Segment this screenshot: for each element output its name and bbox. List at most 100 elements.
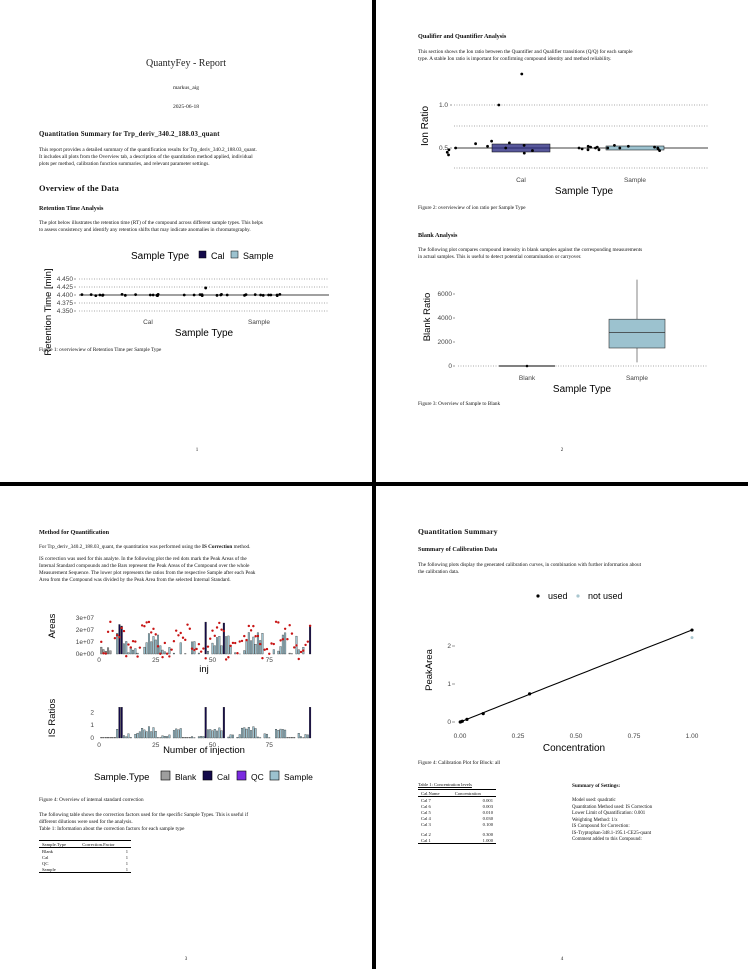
section-title: Quantitation Summary for Trp_deriv_340.2… [39, 131, 220, 138]
rt-point [269, 293, 273, 297]
table-header-row: Sample.Type Correction.Factor [39, 840, 131, 848]
qq-heading: Qualifier and Quantifier Analysis [418, 33, 507, 40]
areas-bar [145, 642, 148, 655]
areas-bar [204, 621, 207, 655]
rt-text: The plot below illustrates the retention… [39, 220, 339, 234]
ratio-bar [152, 727, 155, 739]
qq-text: This section shows the Ion ratio between… [418, 49, 728, 63]
is-point [234, 641, 237, 645]
areas-bar [134, 648, 137, 655]
ion-point [454, 146, 458, 150]
is-point [220, 628, 223, 631]
rt-point [267, 293, 271, 297]
cal-x-tick: 1.00 [686, 733, 699, 740]
calibration-text-line: The following plots display the generate… [418, 562, 642, 568]
correction-factor-cell: 1 [125, 848, 128, 854]
correction-factor-cell: 1 [125, 860, 128, 866]
is-point [245, 638, 248, 642]
areas-bar [172, 652, 175, 655]
method-para-line: IS correction was used for this analyte.… [39, 556, 247, 562]
is-point [143, 625, 146, 628]
conc-table-caption: Table 1: Concentration levels [418, 782, 472, 787]
blank-x-tick-sample: Sample [626, 375, 648, 382]
rt-point [148, 293, 152, 297]
table-header: Cal.Name [418, 789, 452, 797]
is-point [222, 629, 226, 633]
areas-bar [161, 649, 164, 655]
is-point [252, 624, 255, 628]
rt-legend-cal: Cal [211, 251, 225, 261]
rt-point [192, 293, 196, 297]
table-row: Cal 2 0.300 [418, 827, 496, 837]
ratio-bar [277, 730, 280, 739]
areas-bar [127, 652, 130, 655]
is-point [154, 633, 157, 636]
is-point [170, 648, 173, 651]
is-point [168, 655, 171, 658]
is-point [193, 648, 196, 652]
legend-not-used: not used [588, 591, 623, 601]
table-intro: The following table shows the correction… [39, 812, 344, 833]
ratio-bar [134, 734, 137, 739]
is-point [268, 652, 271, 656]
is-point [118, 636, 121, 639]
ion-point [445, 150, 449, 154]
rt-y-tick: 4.450 [57, 276, 74, 283]
ratio-bar [222, 707, 225, 739]
is-point [229, 644, 232, 647]
is-point [147, 620, 151, 624]
areas-bar [229, 646, 232, 655]
calibration-curve [459, 629, 693, 723]
rt-line: to assess consistency and identify any r… [39, 227, 251, 234]
is-point [209, 637, 212, 640]
is-point [288, 623, 291, 627]
table-row: Cal 1 [39, 854, 131, 860]
areas-bar [163, 651, 166, 655]
ratio-bar [177, 729, 180, 739]
is-point [283, 627, 287, 630]
method-line-text: For Trp_deriv_340.2_188.03_quant, the qu… [39, 544, 202, 550]
ratio-y-tick: 2 [90, 709, 94, 716]
areas-y-tick: 0e+00 [76, 651, 95, 658]
blank-y-tick: 4000 [438, 315, 453, 322]
rt-x-tick-sample: Sample [248, 319, 270, 326]
method-para-line: Internal Standard compounds and the Bars… [39, 563, 250, 570]
qq-line: This section shows the Ion ratio between… [418, 49, 633, 55]
ion-point [522, 151, 526, 155]
is-point [145, 621, 148, 624]
method-line-end: method. [232, 544, 251, 550]
rt-y-tick: 4.400 [57, 292, 74, 299]
method-para: IS correction was used for this analyte.… [39, 556, 344, 584]
ratio-bar [238, 734, 241, 739]
is-point [263, 648, 266, 651]
areas-bar [100, 646, 103, 655]
ratio-bar [191, 736, 194, 739]
ion-x-tick-cal: Cal [516, 177, 526, 184]
cal-used-point [481, 712, 485, 716]
ratio-bar [147, 726, 150, 739]
rt-point [225, 293, 229, 297]
areas-bar [222, 622, 225, 655]
ratio-bar [229, 734, 232, 739]
legend-blank: Blank [175, 772, 197, 782]
table-1-caption: Table 1: Information about the correctio… [39, 826, 185, 833]
areas-bar [136, 652, 139, 655]
areas-bar [120, 625, 123, 655]
areas-bar [168, 647, 171, 655]
rt-x-axis: Sample Type [175, 328, 234, 339]
areas-bar [154, 639, 157, 655]
ion-point [656, 147, 660, 151]
ratio-bar [116, 729, 119, 739]
rt-point [134, 293, 138, 297]
is-point [304, 643, 307, 647]
areas-bar [179, 642, 182, 655]
areas-bar [107, 647, 110, 655]
is-point [111, 629, 114, 633]
areas-bar [243, 650, 246, 655]
areas-bar [234, 652, 237, 655]
ratio-bar [243, 727, 246, 739]
is-point [129, 646, 132, 649]
legend-blank-key [160, 770, 171, 781]
ion-point [626, 144, 630, 148]
is-point [163, 641, 167, 645]
